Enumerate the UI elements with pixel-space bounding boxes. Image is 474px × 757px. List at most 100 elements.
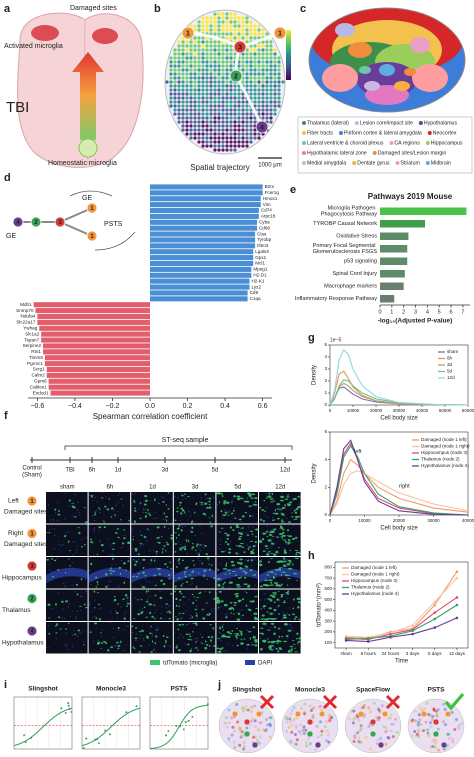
spot <box>173 60 177 64</box>
node-label: 4 <box>30 629 34 635</box>
microglia-dot <box>244 571 248 575</box>
microglia-dot <box>67 540 70 543</box>
spot <box>257 136 261 140</box>
dapi-dot <box>64 518 66 520</box>
dapi-dot <box>123 628 125 631</box>
spot <box>189 136 193 140</box>
microglia-dot <box>184 545 187 548</box>
sample-point <box>108 733 111 736</box>
microglia-dot <box>142 566 145 569</box>
spot <box>209 76 213 80</box>
bar-label: Cyba <box>259 219 270 224</box>
spot <box>193 132 197 136</box>
microglia-dot <box>97 583 99 585</box>
spot <box>221 76 225 80</box>
spot <box>249 48 253 52</box>
microglia-dot <box>246 534 250 536</box>
spot <box>410 734 414 738</box>
spot <box>193 120 197 124</box>
legend-swatch <box>418 121 423 125</box>
spot <box>217 120 221 124</box>
legend-label: Striatum <box>401 160 420 166</box>
spot <box>225 24 229 28</box>
spot <box>235 702 239 706</box>
bar-label: Tyrobp <box>257 237 271 242</box>
spot <box>347 716 351 720</box>
microglia-dot <box>258 563 263 567</box>
spot <box>241 32 245 36</box>
node <box>229 69 243 83</box>
spot <box>265 108 269 112</box>
panel-label: h <box>308 550 315 562</box>
spot <box>213 116 217 120</box>
spot <box>229 136 233 140</box>
dapi-dot <box>222 517 224 519</box>
spot <box>237 60 241 64</box>
microglia-dot <box>254 617 259 621</box>
microglia-dot <box>241 598 245 601</box>
node <box>369 730 377 738</box>
spot <box>233 96 237 100</box>
dapi-dot <box>88 528 90 530</box>
spot <box>193 136 197 140</box>
spot <box>236 720 240 724</box>
dapi-dot <box>228 586 231 588</box>
micrograph <box>173 589 216 621</box>
category-label: Inflammatory Response Pathway <box>295 296 377 302</box>
microglia-dot <box>180 547 182 550</box>
spot <box>241 140 245 144</box>
microglia-dot <box>231 564 236 567</box>
dapi-dot <box>117 501 119 503</box>
microglia-dot <box>265 497 268 499</box>
microglia-dot <box>105 585 108 588</box>
spot <box>205 136 209 140</box>
fit-curve <box>81 707 141 747</box>
spot <box>265 52 269 56</box>
microglia-dot <box>218 628 222 630</box>
fit-curve <box>149 704 209 750</box>
spot <box>185 104 189 108</box>
spot <box>269 44 273 48</box>
spot <box>257 56 261 60</box>
microglia-dot <box>185 540 188 542</box>
dapi-dot <box>282 563 285 566</box>
spot <box>193 116 197 120</box>
microglia-dot <box>90 541 93 544</box>
microglia-dot <box>145 600 149 603</box>
microglia-dot <box>228 581 233 584</box>
microglia-dot <box>134 509 137 512</box>
microglia-dot <box>249 550 253 553</box>
dapi-dot <box>99 603 101 606</box>
spot <box>205 132 209 136</box>
dapi-dot <box>256 521 258 523</box>
microglia-dot <box>254 528 259 531</box>
spot <box>213 44 217 48</box>
microglia-dot <box>110 646 114 649</box>
microglia-dot <box>178 599 182 601</box>
method-title: Monocle3 <box>96 686 126 693</box>
microglia-dot <box>226 534 230 537</box>
microglia-dot <box>73 506 76 509</box>
dapi-dot <box>65 632 67 634</box>
spot <box>201 40 205 44</box>
microglia-dot <box>279 499 285 502</box>
spot <box>253 116 257 120</box>
microglia-dot <box>46 531 48 534</box>
dapi-dot <box>289 618 291 620</box>
spot <box>289 720 293 724</box>
dapi-dot <box>262 573 264 576</box>
microglia-dot <box>133 501 136 503</box>
spot <box>237 108 241 112</box>
spot <box>302 725 306 729</box>
microglia-dot <box>123 528 125 531</box>
spot <box>217 16 221 20</box>
microglia-dot <box>230 612 232 614</box>
dapi-dot <box>247 558 250 560</box>
dapi-dot <box>170 524 172 527</box>
microglia-dot <box>55 603 57 606</box>
point <box>455 576 459 580</box>
microglia-dot <box>204 640 207 643</box>
spot <box>185 96 189 100</box>
dapi-dot <box>208 559 210 561</box>
legend-label: Piriform cortex & lateral amygdala <box>344 130 422 136</box>
